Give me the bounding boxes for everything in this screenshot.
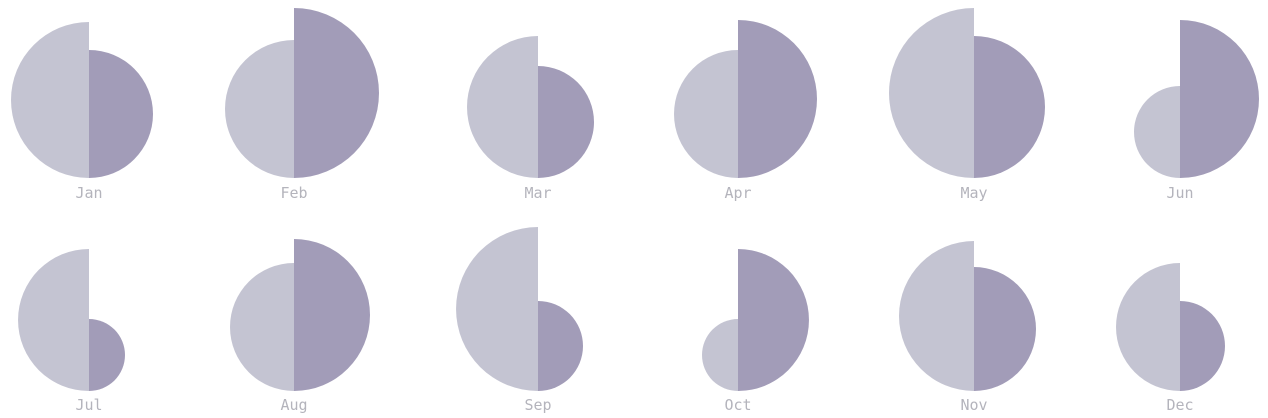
half-circle-left-nov — [899, 241, 974, 391]
month-label-jun: Jun — [1166, 184, 1193, 202]
month-label-feb: Feb — [280, 184, 307, 202]
half-circle-left-aug — [230, 263, 294, 391]
half-circle-right-jul — [89, 319, 125, 391]
chart-labels: Jan Feb Mar Apr May Jun Jul Aug Sep Oct Nov Dec — [75, 184, 1193, 414]
half-circle-left-jan — [11, 22, 89, 178]
half-circle-left-oct — [702, 319, 738, 391]
month-label-aug: Aug — [280, 396, 307, 414]
month-label-dec: Dec — [1166, 396, 1193, 414]
half-circle-left-dec — [1116, 263, 1180, 391]
half-circle-right-dec — [1180, 301, 1225, 391]
half-circle-right-aug — [294, 239, 370, 391]
half-circle-right-apr — [738, 20, 817, 178]
month-label-nov: Nov — [960, 396, 987, 414]
month-label-may: May — [960, 184, 987, 202]
half-circle-right-nov — [974, 267, 1036, 391]
half-circle-right-sep — [538, 301, 583, 391]
half-circle-left-may — [889, 8, 974, 178]
half-circle-left-mar — [467, 36, 538, 178]
half-circle-right-oct — [738, 249, 809, 391]
half-circle-right-may — [974, 36, 1045, 178]
month-label-jul: Jul — [75, 396, 102, 414]
half-circle-left-jul — [18, 249, 89, 391]
half-circle-right-feb — [294, 8, 379, 178]
chart-marks — [11, 8, 1259, 391]
half-circle-left-jun — [1134, 86, 1180, 178]
half-circle-left-apr — [674, 50, 738, 178]
month-label-mar: Mar — [524, 184, 551, 202]
half-circle-right-mar — [538, 66, 594, 178]
month-label-oct: Oct — [724, 396, 751, 414]
half-circle-right-jun — [1180, 20, 1259, 178]
half-circle-right-jan — [89, 50, 153, 178]
half-circle-left-sep — [456, 227, 538, 391]
month-label-sep: Sep — [524, 396, 551, 414]
half-circle-left-feb — [225, 40, 294, 178]
month-label-jan: Jan — [75, 184, 102, 202]
month-label-apr: Apr — [724, 184, 751, 202]
